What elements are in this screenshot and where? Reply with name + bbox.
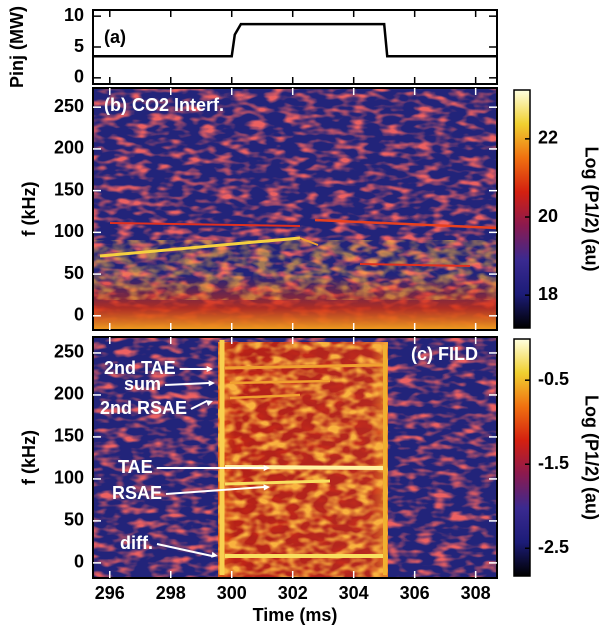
mode-feature [299,237,319,246]
annotation-arrow [190,400,208,410]
colorbar-tick-label: -1.5 [538,453,569,473]
colorbar-tick-label: -0.5 [538,369,569,389]
mode-feature [109,222,301,227]
y-axis-label: Pinj (MW) [7,6,27,88]
annotation-arrow [164,382,210,386]
y-axis-label: f (kHz) [19,182,39,237]
colorbar-tick-label: -2.5 [538,537,569,557]
colorbar-label: Log (P1/2) (au) [581,395,601,520]
x-tick-label: 296 [95,583,125,603]
annotation: RSAE [112,483,162,503]
mode-feature [229,393,301,400]
y-tick-label: 0 [74,305,84,325]
annotation: 2nd RSAE [100,398,187,418]
x-axis-label: Time (ms) [253,605,338,625]
annotation-arrowhead [263,464,270,472]
mode-feature [359,263,471,267]
plot-frame [92,87,498,331]
y-tick-label: 200 [54,384,84,404]
mode-feature [224,479,331,486]
x-tick-label: 300 [217,583,247,603]
mode-feature [314,218,498,230]
y-tick-label: 100 [54,221,84,241]
y-tick-label: 50 [64,510,84,530]
y-tick-label: 0 [74,67,84,87]
y-tick-label: 250 [54,96,84,116]
x-tick-label: 298 [156,583,186,603]
mode-feature [224,363,386,370]
x-tick-label: 302 [278,583,308,603]
colorbar-label: Log (P1/2) (au) [581,147,601,272]
annotation-arrowhead [263,484,270,491]
colorbar-tick-label: 18 [538,284,558,304]
colorbar-tick-label: 22 [538,128,558,148]
annotation-arrow [156,543,213,557]
panel-label: (a) [104,27,126,47]
y-axis-label: f (kHz) [19,430,39,485]
mode-feature [99,236,301,258]
y-tick-label: 0 [74,552,84,572]
x-tick-label: 306 [400,583,430,603]
annotation: TAE [118,457,153,477]
y-tick-label: 150 [54,426,84,446]
annotation: 2nd TAE [104,358,176,378]
spectrogram-floor-noise [93,240,497,300]
x-tick-label: 304 [339,583,369,603]
annotation-arrow [165,486,265,495]
y-tick-label: 100 [54,468,84,488]
y-tick-label: 200 [54,138,84,158]
plot-frame [92,336,498,579]
annotation-arrowhead [208,380,215,387]
mode-feature [229,379,331,385]
annotation-arrowhead [206,400,213,407]
y-tick-label: 150 [54,179,84,199]
line [93,22,497,58]
colorbar [513,338,531,577]
panel-label: (c) FILD [411,344,478,364]
y-tick-label: 50 [64,263,84,283]
annotation-arrowhead [206,365,213,373]
x-tick-label: 308 [461,583,491,603]
annotation: sum [124,374,161,394]
colorbar [513,89,531,329]
spectrogram-burst-noise [218,342,388,578]
colorbar-tick-label: 20 [538,206,558,226]
panel-label: (b) CO2 Interf. [104,95,224,115]
y-tick-label: 10 [64,5,84,25]
annotation: diff. [120,533,153,553]
annotation-arrowhead [211,551,218,558]
plot-background [93,10,497,84]
y-tick-label: 5 [74,36,84,56]
y-tick-label: 250 [54,342,84,362]
